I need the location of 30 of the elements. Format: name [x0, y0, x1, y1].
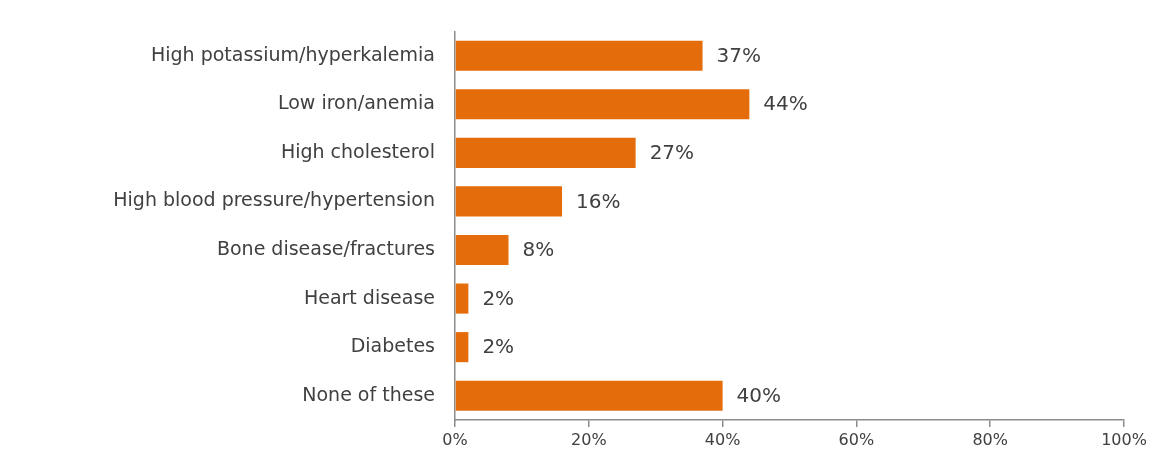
data-label: 2%: [482, 285, 515, 310]
data-label: 40%: [736, 382, 782, 407]
bar: [455, 40, 703, 71]
y-tick-label: Diabetes: [350, 334, 435, 357]
y-tick-label: High potassium/hyperkalemia: [150, 42, 435, 65]
x-tick-label: 40%: [704, 429, 741, 449]
data-label: 2%: [482, 334, 515, 359]
y-tick-label: Bone disease/fractures: [216, 236, 435, 259]
bar: [455, 89, 750, 120]
bar: [455, 234, 509, 266]
bar: [455, 186, 563, 217]
data-label: 8%: [522, 237, 555, 262]
y-tick-label: None of these: [302, 382, 435, 405]
x-tick-label: 60%: [838, 429, 875, 449]
bar: [455, 332, 469, 363]
y-tick-label: High blood pressure/hypertension: [113, 188, 435, 211]
bar: [455, 283, 469, 314]
y-tick-label: Low iron/anemia: [277, 91, 435, 114]
bar: [455, 380, 723, 411]
y-tick-label: High cholesterol: [280, 139, 435, 162]
x-tick-label: 20%: [571, 429, 607, 449]
x-tick-label: 100%: [1101, 429, 1147, 449]
data-label: 27%: [649, 140, 695, 165]
bar: [455, 137, 636, 168]
data-label: 44%: [763, 91, 808, 116]
y-tick-label: Heart disease: [303, 285, 435, 308]
data-label: 16%: [576, 188, 621, 213]
x-tick-label: 80%: [972, 429, 1008, 449]
x-tick-label: 0%: [442, 429, 468, 449]
data-label: 37%: [716, 42, 761, 67]
